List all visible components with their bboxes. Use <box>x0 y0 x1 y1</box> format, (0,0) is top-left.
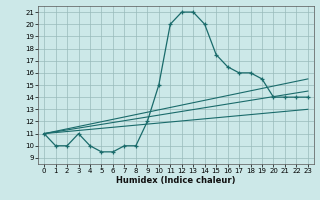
X-axis label: Humidex (Indice chaleur): Humidex (Indice chaleur) <box>116 176 236 185</box>
